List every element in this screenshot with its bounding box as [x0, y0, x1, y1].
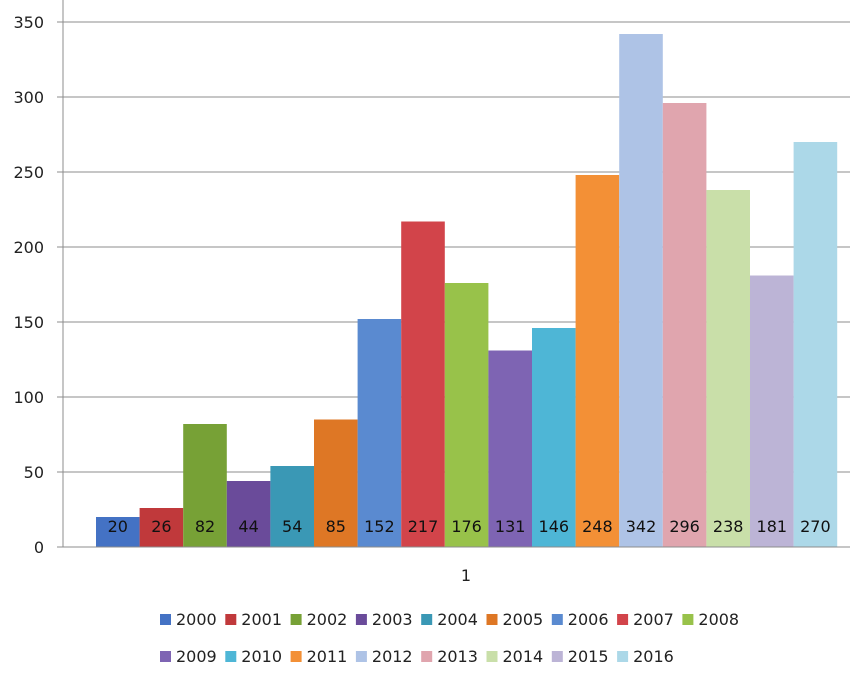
bar-2011 — [575, 175, 620, 547]
legend-label: 2011 — [307, 647, 348, 666]
x-category-label: 1 — [461, 566, 471, 585]
data-label-2013: 296 — [669, 517, 700, 536]
bar-2002 — [183, 424, 227, 547]
y-tick-label: 0 — [34, 538, 44, 557]
data-label-2015: 181 — [757, 517, 788, 536]
data-label-2008: 176 — [451, 517, 482, 536]
legend-swatch — [290, 614, 302, 625]
legend-label: 2002 — [307, 610, 348, 629]
legend-swatch — [617, 651, 629, 662]
legend-swatch — [551, 614, 563, 625]
legend-label: 2003 — [372, 610, 413, 629]
legend-swatch — [225, 614, 237, 625]
bar-2009 — [488, 350, 532, 547]
y-tick-label: 250 — [13, 163, 44, 182]
legend-item-2013: 2013 — [421, 647, 478, 666]
data-label-2001: 26 — [151, 517, 171, 536]
data-label-2009: 131 — [495, 517, 526, 536]
legend-item-2002: 2002 — [290, 610, 348, 629]
legend-swatch — [682, 614, 694, 625]
legend-label: 2009 — [176, 647, 217, 666]
bar-2014 — [706, 190, 750, 547]
data-label-2016: 270 — [800, 517, 831, 536]
y-tick-label: 50 — [24, 463, 44, 482]
data-label-2003: 44 — [238, 517, 258, 536]
bar-2004 — [270, 466, 314, 547]
legend-label: 2007 — [633, 610, 674, 629]
bar-2013 — [662, 103, 707, 547]
legend-swatch — [421, 614, 433, 625]
legend-item-2012: 2012 — [355, 647, 413, 666]
legend-label: 2012 — [372, 647, 413, 666]
bar-2015 — [750, 275, 794, 547]
legend-label: 2008 — [698, 610, 739, 629]
data-label-2011: 248 — [582, 517, 613, 536]
legend-label: 2000 — [176, 610, 217, 629]
legend-swatch — [290, 651, 302, 662]
y-tick-label: 200 — [13, 238, 44, 257]
data-label-2000: 20 — [108, 517, 128, 536]
legend-swatch — [160, 651, 171, 662]
legend-item-2003: 2003 — [355, 610, 413, 629]
data-label-2010: 146 — [539, 517, 570, 536]
data-label-2006: 152 — [364, 517, 395, 536]
legend-label: 2014 — [503, 647, 544, 666]
y-axis-tick-labels: 0 50 100 150 200 250 300 350 — [13, 13, 44, 557]
legend-swatch — [486, 651, 498, 662]
data-label-2005: 85 — [326, 517, 346, 536]
data-label-2014: 238 — [713, 517, 744, 536]
legend-swatch — [617, 614, 629, 625]
data-label-2002: 82 — [195, 517, 215, 536]
legend-item-2004: 2004 — [421, 610, 478, 629]
legend-item-2015: 2015 — [551, 647, 609, 666]
y-tick-label: 350 — [13, 13, 44, 32]
legend-item-2001: 2001 — [225, 610, 282, 629]
legend-swatch — [355, 614, 367, 625]
data-labels: 20 26 82 44 54 85 152 217 176 131 146 248 342 296 238 1… — [108, 517, 831, 536]
legend-item-2011: 2011 — [290, 647, 348, 666]
y-tick-label: 300 — [13, 88, 44, 107]
bars — [96, 34, 838, 547]
data-label-2012: 342 — [626, 517, 657, 536]
legend-item-2016: 2016 — [617, 647, 674, 666]
bar-2001 — [139, 508, 184, 547]
legend-item-2009: 2009 — [160, 647, 217, 666]
legend-label: 2001 — [241, 610, 282, 629]
bar-2005 — [314, 419, 358, 547]
legend-item-2014: 2014 — [486, 647, 544, 666]
y-tick-label: 100 — [13, 388, 44, 407]
legend-item-2000: 2000 — [160, 610, 217, 629]
y-tick-label: 150 — [13, 313, 44, 332]
bar-2006 — [357, 319, 402, 547]
legend-swatch — [421, 651, 433, 662]
bar-2003 — [226, 481, 271, 547]
legend-label: 2010 — [241, 647, 282, 666]
legend-item-2010: 2010 — [225, 647, 282, 666]
bar-2007 — [401, 221, 445, 547]
bar-2008 — [444, 283, 489, 547]
bar-2000 — [96, 517, 140, 547]
legend-swatch — [225, 651, 237, 662]
legend-item-2008: 2008 — [682, 610, 739, 629]
legend-swatch — [160, 614, 171, 625]
legend-swatch — [551, 651, 563, 662]
data-label-2007: 217 — [408, 517, 439, 536]
legend-item-2005: 2005 — [486, 610, 544, 629]
legend-label: 2013 — [437, 647, 478, 666]
legend-item-2006: 2006 — [551, 610, 609, 629]
legend-item-2007: 2007 — [617, 610, 674, 629]
bar-2012 — [619, 34, 663, 547]
legend-swatch — [355, 651, 367, 662]
bar-2016 — [793, 142, 838, 547]
legend-label: 2006 — [568, 610, 609, 629]
legend: 2000 2001 2002 2003 2004 2005 2006 2007 2008 2009… — [160, 610, 739, 666]
legend-label: 2005 — [503, 610, 544, 629]
legend-label: 2004 — [437, 610, 478, 629]
legend-label: 2015 — [568, 647, 609, 666]
bar-2010 — [532, 328, 576, 547]
data-label-2004: 54 — [282, 517, 302, 536]
legend-swatch — [486, 614, 498, 625]
legend-label: 2016 — [633, 647, 674, 666]
